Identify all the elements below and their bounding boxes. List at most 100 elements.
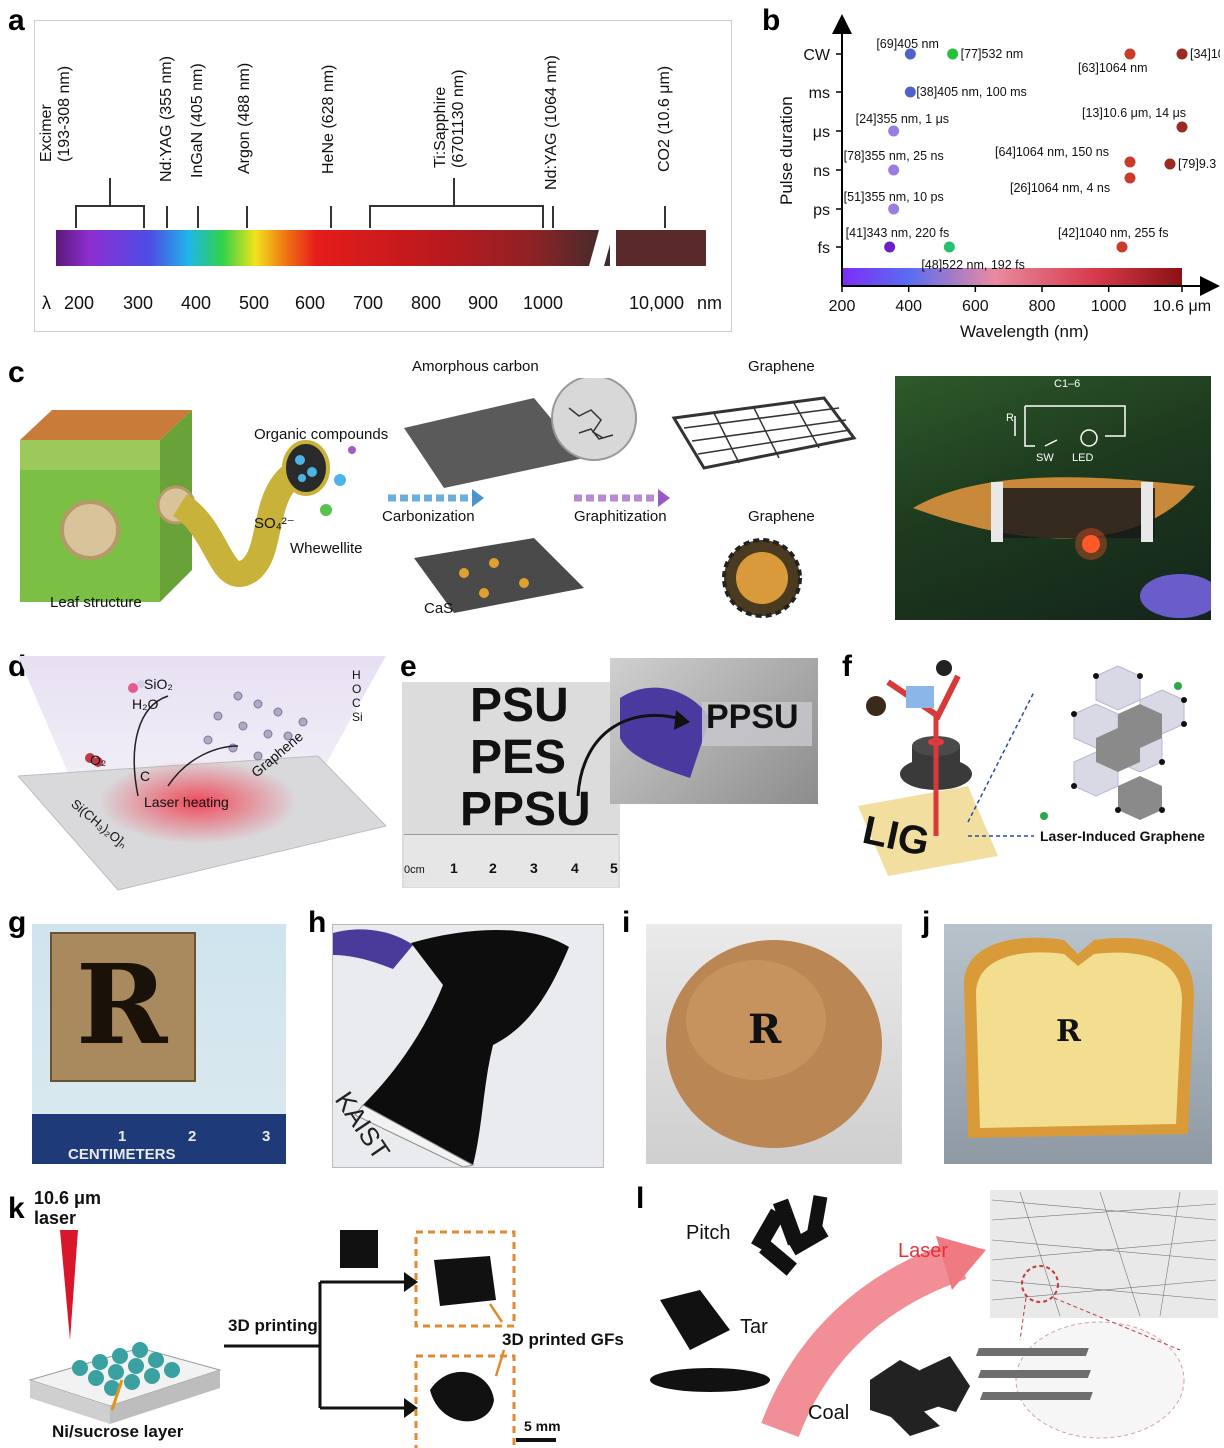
label-sulfate: SO₄²⁻ [254, 515, 295, 532]
data-point-label: [42]1040 nm, 255 fs [1058, 226, 1169, 240]
panel-letter-e: e [400, 650, 417, 683]
panel-letter-a: a [8, 4, 25, 37]
tick-10000: 10,000 [629, 293, 685, 313]
laser-tisapphire: Ti:Sapphire (6701130 nm) [432, 69, 467, 168]
panel-a-frame [34, 20, 732, 332]
x-axis-title: Wavelength (nm) [960, 322, 1089, 341]
x-tick-label: 10.6 μm [1153, 298, 1211, 315]
panel-e-film-photo [610, 658, 818, 804]
data-point-label: [63]1064 nm [1078, 61, 1148, 75]
panel-letter-i: i [622, 906, 631, 939]
label-leaf-structure: Leaf structure [50, 594, 142, 611]
ruler-g-1: 1 [118, 1128, 127, 1145]
y-tick-label: fs [818, 240, 830, 257]
ruler-g-label: CENTIMETERS [68, 1146, 176, 1163]
ruler-g [32, 1114, 286, 1164]
ruler-g-3: 3 [262, 1128, 271, 1145]
data-point-label: [26]1064 nm, 4 ns [1010, 181, 1110, 195]
legend-si: Si [352, 710, 363, 724]
data-point-label: [41]343 nm, 220 fs [846, 226, 950, 240]
data-point-label: [51]355 nm, 10 ps [844, 190, 944, 204]
ruler-e-2: 2 [489, 860, 497, 876]
lig-caption: Laser-Induced Graphene [1040, 828, 1205, 844]
panel-letter-j: j [922, 906, 931, 939]
label-3d-printed-gfs: 3D printed GFs [502, 1330, 624, 1349]
label-o2: O₂ [90, 752, 107, 768]
label-sio2: SiO₂ [144, 676, 173, 692]
label-3d-printing: 3D printing [228, 1316, 318, 1335]
data-point-label: [48]522 nm, 192 fs [921, 258, 1025, 272]
tick-800: 800 [411, 293, 442, 313]
panel-j-photo [944, 924, 1212, 1164]
data-point-label: [13]10.6 μm, 14 μs [1082, 106, 1186, 120]
label-carbonization: Carbonization [382, 508, 475, 525]
data-point [888, 125, 900, 137]
tick-500: 500 [239, 293, 270, 313]
data-point [1176, 121, 1188, 133]
laser-co2: CO2 (10.6 μm) [656, 65, 673, 172]
label-h2o: H₂O [132, 696, 159, 712]
panel-letter-l: l [636, 1182, 645, 1215]
colorbar [842, 268, 1182, 286]
panel-g-photo [32, 924, 286, 1164]
word-psu: PSU [470, 679, 569, 732]
data-point [1164, 158, 1176, 170]
label-organic-compounds: Organic compounds [254, 426, 389, 443]
data-point [943, 241, 955, 253]
panel-letter-h: h [308, 906, 327, 939]
tick-unit: nm [697, 293, 723, 313]
y-tick-label: μs [813, 124, 830, 141]
data-point-label: [77]532 nm [961, 47, 1024, 61]
spectrum-bar-right [616, 230, 706, 266]
y-tick-label: ms [809, 85, 830, 102]
panel-b-chart: CW ms μs ns ps fs 200 400 600 800 1000 10.6 μm [69]4… [803, 14, 1220, 315]
label-c: C [140, 768, 151, 784]
laser-ndyag-355: Nd:YAG (355 nm) [158, 56, 175, 182]
tick-700: 700 [353, 293, 384, 313]
data-point-label: [79]9.3 μm, 100 ns [1178, 157, 1220, 171]
wood-logo: R [76, 940, 168, 1069]
x-tick-label: 1000 [1091, 298, 1127, 315]
label-cas: CaS [424, 600, 454, 617]
ruler-e-1: 1 [450, 860, 458, 876]
tick-400: 400 [181, 293, 212, 313]
label-laser-k: 10.6 μm laser [34, 1188, 102, 1228]
word-ppsu: PPSU [460, 783, 591, 836]
tick-1000: 1000 [523, 293, 564, 313]
panel-k-illustration [28, 1230, 556, 1448]
x-tick-label: 600 [962, 298, 989, 315]
legend-h: H [352, 668, 361, 682]
tick-200: 200 [64, 293, 95, 313]
panel-h-photo [332, 924, 604, 1168]
panel-f-illustration [858, 660, 1187, 876]
y-tick-label: ps [813, 202, 830, 219]
data-point-label: [24]355 nm, 1 μs [856, 112, 949, 126]
carbonization-graphitization-illustration [388, 378, 857, 618]
y-tick-label: CW [803, 47, 831, 64]
data-point-label: [69]405 nm [876, 37, 939, 51]
data-point-label: [38]405 nm, 100 ms [916, 85, 1026, 99]
data-point [1116, 241, 1128, 253]
data-point-label: [78]355 nm, 25 ns [844, 149, 944, 163]
label-coal: Coal [808, 1402, 850, 1424]
coconut-logo: R [748, 1006, 782, 1053]
ruler-e-4: 4 [571, 860, 579, 876]
panel-i-photo [646, 924, 902, 1164]
tick-300: 300 [123, 293, 154, 313]
panel-letter-b: b [762, 4, 781, 37]
panel-letter-f: f [842, 650, 852, 683]
panel-d-illustration [18, 656, 386, 892]
label-whewellite: Whewellite [290, 540, 363, 557]
panel-l-illustration [650, 1190, 1218, 1439]
data-point [1124, 48, 1136, 60]
label-pitch: Pitch [686, 1222, 731, 1244]
data-point [947, 48, 959, 60]
film-text: PPSU [706, 698, 799, 736]
label-graphene-bottom: Graphene [748, 508, 815, 525]
label-laser-l: Laser [898, 1240, 949, 1262]
label-graphitization: Graphitization [574, 508, 667, 525]
leaf-circuit-photo [895, 376, 1211, 620]
data-point [1124, 172, 1136, 184]
label-graphene-top: Graphene [748, 358, 815, 375]
data-point [904, 48, 916, 60]
